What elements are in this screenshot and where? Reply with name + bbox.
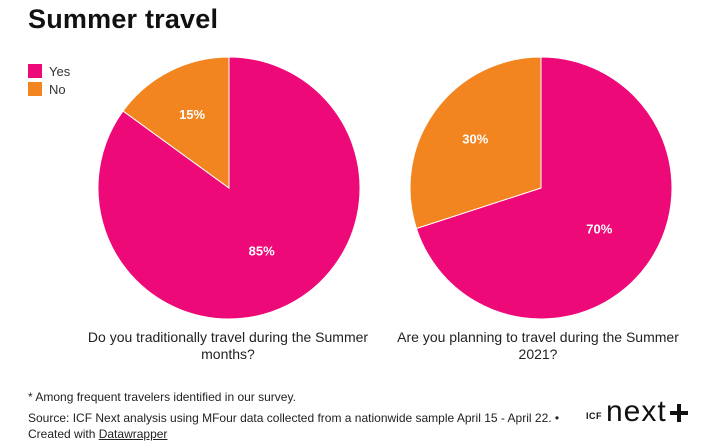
datawrapper-link[interactable]: Datawrapper xyxy=(98,427,168,441)
created-with: Created with Datawrapper xyxy=(28,427,167,441)
logo-next-text: next xyxy=(606,395,667,428)
logo-icf-text: ICF xyxy=(586,411,602,421)
pie-1-label-yes: 85% xyxy=(249,244,275,259)
source-note: Source: ICF Next analysis using MFour da… xyxy=(28,411,560,425)
legend-label-no: No xyxy=(49,81,66,97)
created-with-text: Created with xyxy=(28,427,96,441)
pie-1-slice-no xyxy=(122,56,230,189)
pie-2-slice-no xyxy=(409,56,542,230)
legend: Yes No xyxy=(28,62,70,98)
pie-2-slice-yes xyxy=(415,56,673,320)
legend-label-yes: Yes xyxy=(49,63,71,79)
pie-1-question: Do you traditionally travel during the S… xyxy=(87,329,369,362)
legend-item-yes: Yes xyxy=(28,62,70,80)
pie-2-question: Are you planning to travel during the Su… xyxy=(397,329,679,362)
plus-icon xyxy=(669,404,688,422)
pie-2-label-yes: 70% xyxy=(586,222,612,237)
icf-next-logo: ICF next xyxy=(586,397,689,427)
legend-item-no: No xyxy=(28,80,70,98)
pie-2-label-no: 30% xyxy=(462,132,488,147)
legend-swatch-no xyxy=(28,82,42,96)
chart-title: Summer travel xyxy=(28,4,219,34)
footnote: * Among frequent travelers identified in… xyxy=(28,390,296,404)
legend-swatch-yes xyxy=(28,64,42,78)
pie-1-label-no: 15% xyxy=(179,107,205,122)
